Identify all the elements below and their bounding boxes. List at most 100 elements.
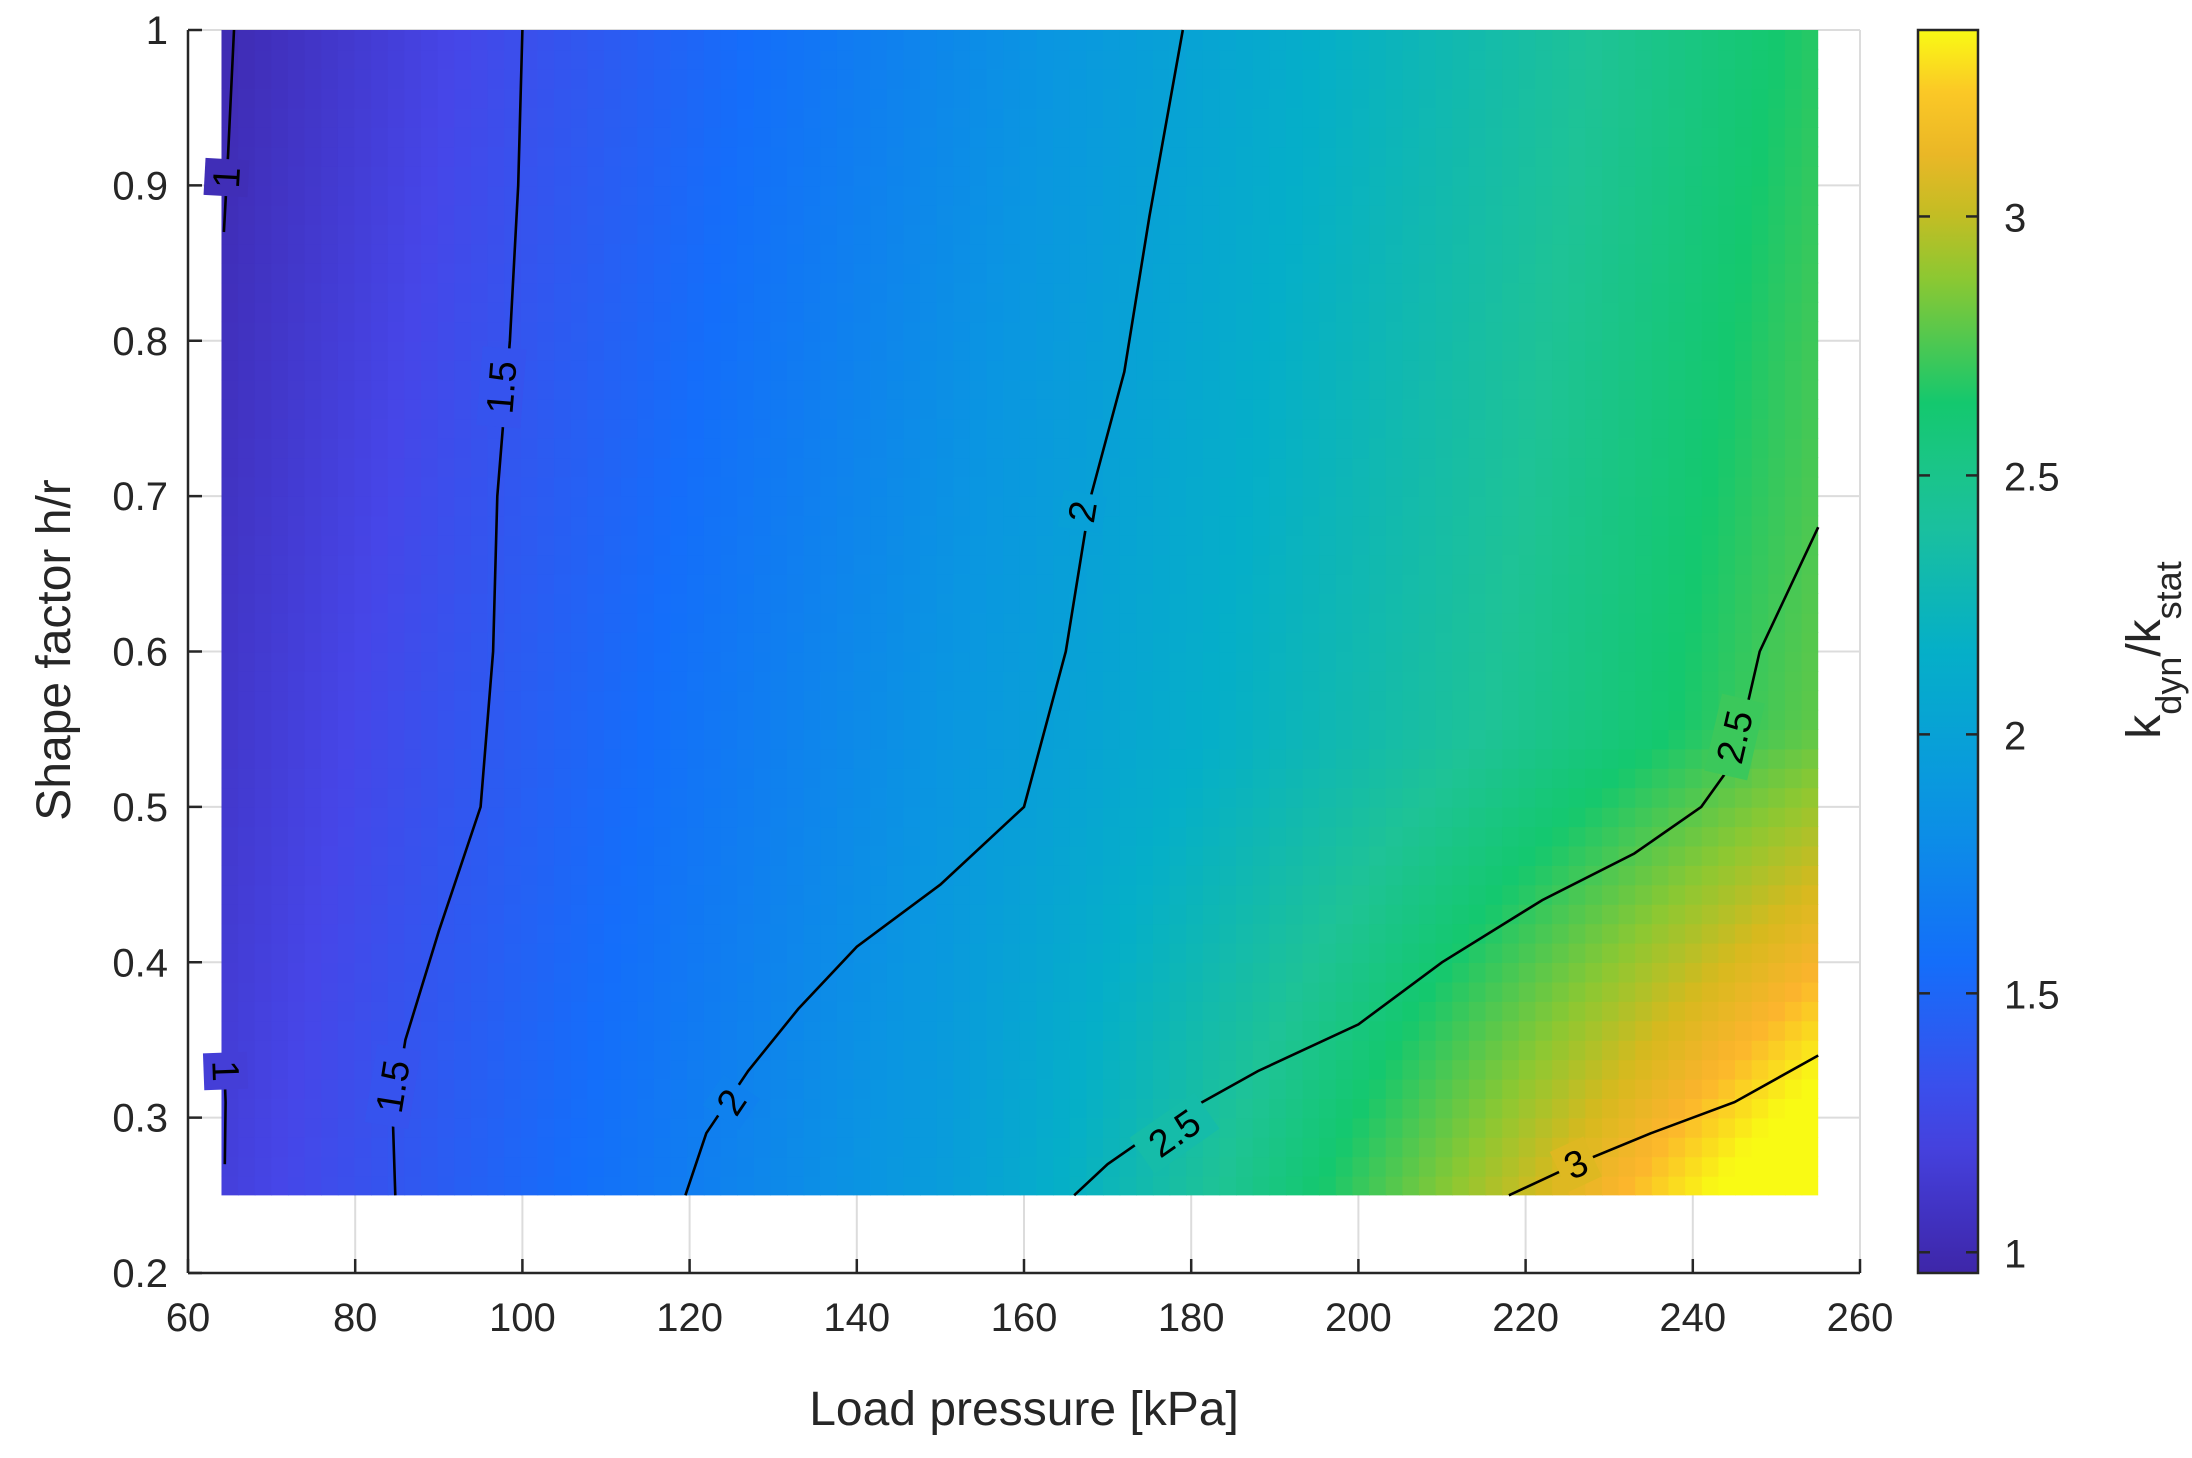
heatmap-cell [1119,457,1137,478]
heatmap-cell [1468,360,1487,381]
heatmap-cell [770,573,788,594]
heatmap-cell [1119,30,1137,51]
heatmap-cell [620,1020,638,1041]
heatmap-cell [1585,321,1603,342]
heatmap-cell [1485,224,1503,245]
heatmap-cell [1552,68,1570,89]
heatmap-cell [470,88,489,109]
heatmap-cell [1319,806,1337,828]
heatmap-cell [421,806,439,828]
heatmap-cell [753,1039,772,1061]
heatmap-cell [587,865,605,886]
heatmap-cell [1136,535,1154,556]
heatmap-cell [687,884,705,905]
heatmap-cell [653,1117,672,1138]
heatmap-cell [337,942,356,963]
heatmap-cell [470,321,489,342]
heatmap-cell [1086,107,1104,128]
heatmap-cell [537,1175,555,1196]
heatmap-cell [1385,884,1404,905]
heatmap-cell [304,107,322,128]
heatmap-cell [787,884,805,905]
heatmap-cell [836,301,855,323]
heatmap-cell [421,845,439,866]
heatmap-cell [1518,457,1537,478]
heatmap-cell [437,49,456,70]
heatmap-cell [1003,535,1021,556]
heatmap-cell [437,1039,456,1061]
heatmap-cell [753,768,772,789]
heatmap-cell [1435,166,1453,187]
heatmap-cell [221,535,239,556]
heatmap-cell [1053,399,1071,420]
heatmap-cell [1169,437,1187,459]
heatmap-cell [1136,321,1154,342]
heatmap-cell [1419,1001,1437,1022]
heatmap-cell [1152,923,1171,944]
heatmap-cell [1252,670,1271,692]
heatmap-cell [1036,107,1054,128]
heatmap-cell [304,787,322,808]
heatmap-cell [1502,379,1520,400]
heatmap-cell [604,670,622,692]
heatmap-cell [337,787,356,808]
heatmap-cell [820,787,838,808]
heatmap-cell [1219,651,1237,672]
heatmap-cell [1435,865,1453,886]
heatmap-cell [321,49,339,70]
heatmap-cell [803,593,821,614]
heatmap-cell [1369,146,1387,167]
heatmap-cell [454,379,472,400]
heatmap-cell [1552,981,1570,1002]
heatmap-cell [1219,224,1237,245]
heatmap-cell [337,107,356,128]
heatmap-cell [969,185,988,206]
heatmap-cell [969,146,988,167]
heatmap-cell [454,981,472,1002]
heatmap-cell [1335,768,1354,789]
heatmap-cell [321,904,339,925]
heatmap-cell [870,243,888,264]
heatmap-cell [371,515,389,536]
heatmap-cell [886,670,905,692]
heatmap-cell [670,1137,688,1158]
heatmap-cell [520,1175,539,1196]
heatmap-cell [487,612,505,633]
heatmap-cell [1169,418,1187,439]
heatmap-cell [670,49,688,70]
heatmap-cell [1086,826,1104,847]
heatmap-cell [1352,107,1370,128]
heatmap-cell [1419,340,1437,361]
heatmap-cell [1103,535,1121,556]
heatmap-cell [1385,904,1404,925]
heatmap-cell [1452,729,1470,750]
heatmap-cell [304,68,322,89]
heatmap-cell [454,904,472,925]
heatmap-cell [637,360,655,381]
heatmap-cell [670,1001,688,1022]
heatmap-cell [1069,1059,1088,1080]
heatmap-cell [221,554,239,575]
heatmap-cell [670,923,688,944]
heatmap-cell [1568,535,1587,556]
heatmap-cell [1169,243,1187,264]
heatmap-cell [1402,1001,1420,1022]
heatmap-cell [1452,1059,1470,1080]
heatmap-cell [1402,1156,1420,1177]
heatmap-cell [1169,399,1187,420]
heatmap-cell [404,282,422,303]
heatmap-cell [903,632,921,653]
heatmap-cell [371,554,389,575]
heatmap-cell [1302,1020,1320,1041]
heatmap-cell [1103,1098,1121,1119]
heatmap-cell [986,981,1004,1002]
heatmap-cell [1269,554,1287,575]
heatmap-cell [720,1020,738,1041]
heatmap-cell [221,923,239,944]
heatmap-cell [820,923,838,944]
heatmap-cell [687,787,705,808]
heatmap-cell [1169,865,1187,886]
heatmap-cell [1335,224,1354,245]
heatmap-cell [1385,49,1404,70]
heatmap-cell [1252,263,1271,284]
